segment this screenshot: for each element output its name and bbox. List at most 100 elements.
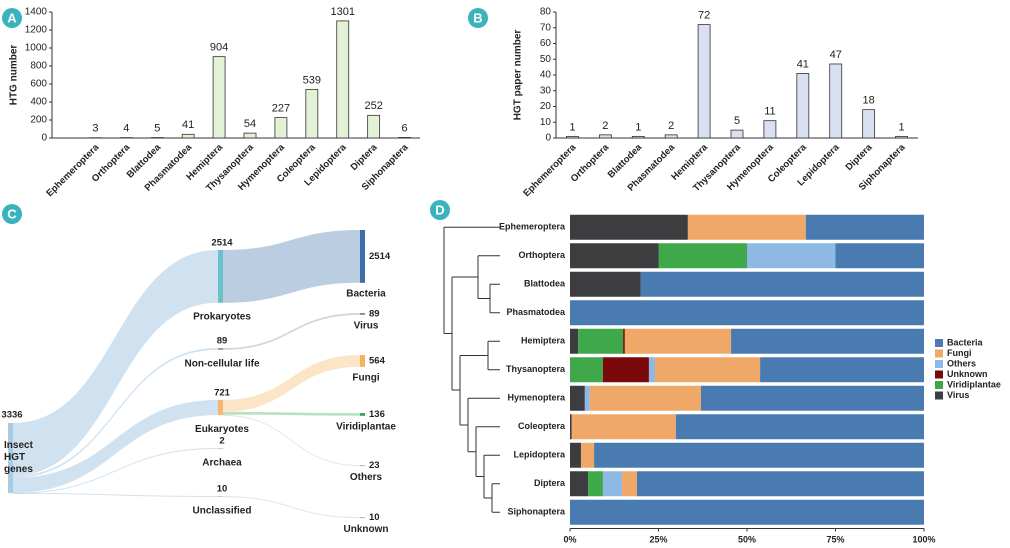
y-tick-label: Diptera: [534, 478, 566, 488]
leaf-name: Fungi: [352, 372, 379, 383]
y-tick-label: 200: [30, 115, 47, 126]
middle-node: [218, 250, 223, 303]
panel-letter: C: [7, 206, 17, 221]
bar-segment: [623, 328, 625, 354]
value-label: 539: [303, 74, 321, 86]
panel-badge: [2, 204, 22, 224]
middle-value: 10: [217, 484, 228, 495]
link: [223, 496, 360, 519]
middle-name: Non-cellular life: [184, 359, 259, 370]
leaf-name: Bacteria: [346, 288, 386, 299]
y-tick-label: Hymenoptera: [507, 393, 566, 403]
y-tick-label: Phasmatodea: [506, 307, 566, 317]
y-tick-label: 400: [30, 97, 47, 108]
bar-segment: [602, 471, 623, 497]
dendrogram: [443, 226, 500, 513]
middle-name: Eukaryotes: [195, 424, 249, 435]
leaf-node: [360, 355, 365, 367]
bar-segment: [570, 243, 659, 269]
value-label: 11: [764, 106, 775, 118]
leaf-node: [360, 413, 365, 416]
value-label: 4: [123, 123, 129, 135]
leaf-node: [360, 517, 365, 519]
y-tick-label: 50: [540, 54, 552, 65]
bar: [631, 136, 645, 139]
value-label: 1: [898, 121, 904, 133]
legend-label: Bacteria: [947, 337, 984, 347]
bar: [274, 117, 288, 139]
bar-segment: [570, 357, 603, 383]
panel-letter: A: [7, 10, 17, 25]
x-tick-label: Ephemeroptera: [44, 142, 102, 200]
bar: [398, 137, 411, 139]
link: [223, 355, 360, 412]
value-label: 1: [635, 121, 641, 133]
middle-name: Archaea: [202, 458, 242, 469]
leaf-name: Unknown: [344, 524, 389, 535]
bar: [730, 129, 744, 139]
bar-segment: [622, 471, 637, 497]
bar-segment: [654, 357, 761, 383]
y-tick-label: Coleoptera: [518, 421, 566, 431]
middle-node: [218, 496, 223, 497]
leaf-value: 89: [369, 308, 380, 319]
leaf-value: 564: [369, 355, 386, 366]
middle-node: [218, 400, 223, 416]
y-tick-label: 0: [41, 133, 47, 144]
bar-segment: [570, 442, 581, 468]
y-tick-label: 1400: [25, 7, 48, 18]
value-label: 904: [210, 42, 228, 54]
bar-segment: [760, 357, 924, 383]
bar-segment: [648, 357, 655, 383]
leaf-name: Virus: [354, 321, 379, 332]
leaf-node: [360, 313, 365, 315]
root-name-box: Insect HGT genes: [4, 440, 33, 475]
root-value: 3336: [1, 410, 22, 421]
bar-segment: [835, 243, 924, 269]
y-tick-label: 800: [30, 61, 47, 72]
bar: [862, 109, 876, 139]
bar: [796, 73, 810, 139]
y-tick-label: 1000: [25, 43, 48, 54]
link: [223, 313, 360, 350]
y-tick-label: 60: [540, 38, 552, 49]
y-tick-label: 40: [540, 70, 552, 81]
legend-label: Fungi: [947, 348, 972, 358]
bar: [336, 20, 350, 139]
y-tick-label: Siphonaptera: [507, 507, 566, 517]
y-tick-label: 20: [540, 101, 552, 112]
panel-letter: D: [435, 202, 444, 217]
y-axis-label: HGT paper number: [513, 30, 524, 121]
y-tick-label: Orthoptera: [518, 250, 565, 260]
bar-segment: [636, 471, 924, 497]
bar: [305, 89, 319, 139]
value-label: 1301: [330, 6, 354, 18]
bar-segment: [747, 243, 836, 269]
y-tick-label: 30: [540, 85, 552, 96]
bar-segment: [640, 271, 924, 297]
bar: [243, 132, 257, 139]
x-tick-label: 100%: [912, 534, 935, 544]
middle-node: [218, 348, 223, 350]
link: [223, 411, 360, 416]
panel-badge: [430, 200, 450, 220]
bar: [181, 133, 195, 139]
bar-segment: [570, 471, 589, 497]
legend-label: Viridiplantae: [947, 379, 1001, 389]
leaf-node: [360, 465, 365, 467]
bar: [829, 63, 843, 139]
y-tick-label: Hemiptera: [521, 336, 566, 346]
bar-segment: [570, 328, 579, 354]
bar-segment: [658, 243, 747, 269]
leaf-name: Viridiplantae: [336, 421, 396, 432]
y-tick-label: 600: [30, 79, 47, 90]
value-label: 72: [698, 10, 710, 22]
value-label: 252: [364, 100, 382, 112]
panel-badge: [468, 8, 488, 28]
bar-segment: [675, 414, 924, 440]
value-label: 5: [734, 115, 740, 127]
value-label: 227: [272, 102, 290, 114]
leaf-node: [360, 230, 365, 283]
bar: [763, 120, 777, 139]
